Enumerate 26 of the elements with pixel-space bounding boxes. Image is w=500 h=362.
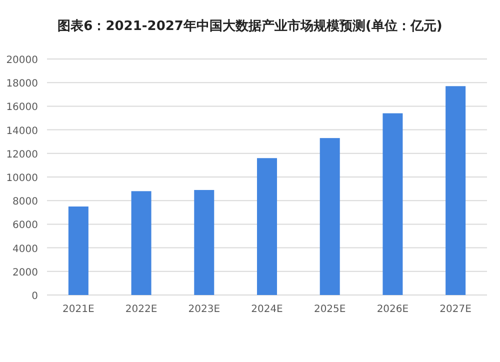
y-tick-label: 10000 bbox=[6, 173, 38, 184]
y-tick-label: 12000 bbox=[6, 149, 38, 160]
y-tick-label: 20000 bbox=[6, 55, 38, 66]
x-tick-label: 2021E bbox=[62, 304, 94, 315]
y-tick-label: 0 bbox=[32, 291, 38, 302]
bar bbox=[446, 86, 466, 295]
y-tick-label: 16000 bbox=[6, 102, 38, 114]
x-tick-label: 2023E bbox=[188, 304, 220, 315]
x-tick-label: 2024E bbox=[251, 304, 283, 315]
bar bbox=[131, 191, 152, 295]
x-tick-label: 2027E bbox=[440, 304, 472, 315]
bar bbox=[382, 113, 403, 295]
x-tick-label: 2026E bbox=[376, 304, 409, 315]
y-tick-label: 6000 bbox=[12, 220, 38, 232]
bar bbox=[257, 158, 277, 295]
chart-title: 图表6：2021-2027年中国大数据产业市场规模预测(单位：亿元) bbox=[58, 18, 442, 34]
y-tick-label: 14000 bbox=[6, 126, 38, 137]
y-tick-label: 8000 bbox=[12, 196, 38, 208]
x-tick-label: 2025E bbox=[314, 304, 346, 315]
x-tick-label: 2022E bbox=[125, 304, 158, 315]
y-tick-label: 4000 bbox=[12, 244, 38, 255]
y-tick-label: 18000 bbox=[6, 78, 38, 90]
y-tick-label: 2000 bbox=[12, 267, 38, 278]
bar bbox=[320, 138, 340, 295]
bar bbox=[194, 190, 214, 295]
bar bbox=[68, 206, 88, 295]
